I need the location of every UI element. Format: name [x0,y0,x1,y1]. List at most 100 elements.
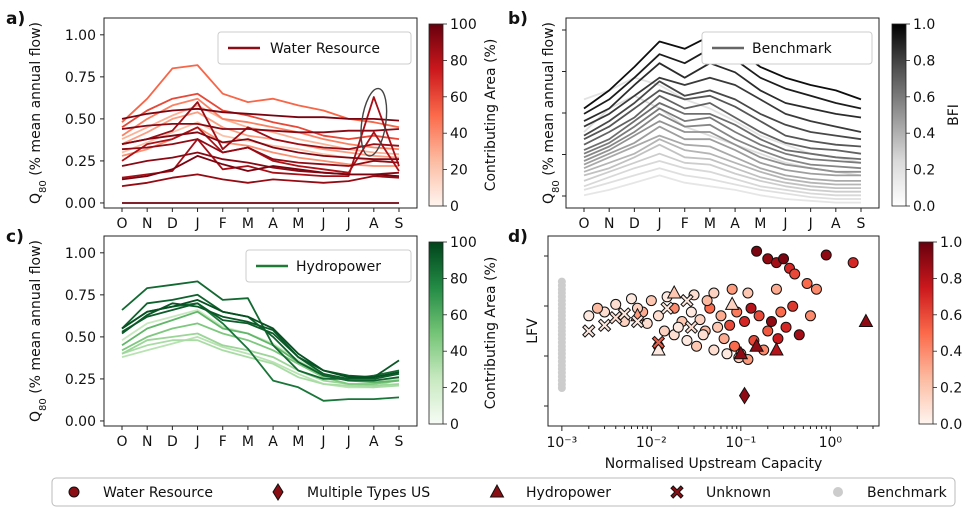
series-line [583,174,861,204]
x-tick-label: A [268,434,278,450]
scatter-point-circle [793,329,805,341]
x-tick-label: J [346,434,351,450]
scatter-point-circle [739,316,751,327]
scatter-point-circle [672,321,684,333]
colorbar-tick-label: 0.4 [913,126,935,142]
scatter-point-cross [660,301,674,315]
series-line [583,143,861,189]
scatter-point-circle [724,319,736,331]
scatter-point-circle [701,295,713,307]
legend-marker-triangle [489,483,505,498]
legend-label: Benchmark [867,485,948,501]
x-tick-label: S [395,216,404,232]
y-tick-label: 0.00 [65,196,96,212]
scatter-point-circle [775,306,787,318]
scatter-point-circle [697,329,709,341]
scatter-point-circle [610,298,622,310]
colorbar-tick-label: 0.8 [940,271,962,287]
scatter-point-circle [765,316,777,327]
benchmark-point [557,277,566,286]
y-tick-label: 0.75 [65,70,96,86]
panel-label: b) [508,9,528,29]
colorbar [428,241,444,425]
scatter-point-circle [787,300,799,312]
colorbar-tick-label: 0.0 [913,199,935,215]
x-axis-label: Normalised Upstream Capacity [605,456,823,472]
scatter-point-circle [772,333,784,345]
series-line [121,138,400,167]
series-line [583,134,861,182]
series-line [583,125,861,177]
scatter-point-cross [597,318,612,333]
x-tick-label: M [704,216,716,232]
series-line [121,173,400,187]
x-tick-label: F [681,216,689,232]
colorbar-tick-label: 100 [450,17,477,33]
colorbar-label: Contributing Area (%) [483,257,499,410]
series-line [121,92,400,140]
scatter-point-circle [708,287,720,299]
scatter-point-triangle [749,338,764,352]
x-tick-label: A [369,434,379,450]
x-tick-label: M [242,434,254,450]
series-line [121,302,400,379]
series-line [583,113,862,170]
series-group [121,280,400,402]
series-line [121,339,400,389]
scatter-point-triangle [769,341,784,356]
series-line [121,123,400,134]
y-axis-label: LFV [525,318,541,344]
legend-label: Water Resource [103,485,213,501]
series-line [121,97,400,151]
scatter-point-circle [591,302,603,314]
scatter-point-circle [583,310,595,322]
colorbar-tick-label: 0.6 [913,90,935,106]
y-tick-label: 0.50 [65,112,96,128]
scatter-point-cross [651,335,666,350]
scatter-point-circle [751,245,763,257]
scatter-point-circle [681,335,693,346]
scatter-point-circle [801,278,813,289]
series-line [121,302,400,380]
colorbar-tick-label: 80 [450,271,468,287]
scatter-point-circle [789,268,801,280]
legend-marker-circle [68,486,80,498]
series-line [121,131,399,161]
x-tick-label: F [219,434,227,450]
y-axis-label: Q80 (% mean annual flow) [28,240,49,422]
scatter-point-cross [617,307,632,321]
x-tick-label: A [730,216,740,232]
scatter-point-circle [625,293,637,305]
colorbar-tick-label: 0.2 [913,163,935,179]
legend-label: Unknown [706,485,771,501]
x-tick-label: D [167,434,178,450]
colorbar-tick-label: 20 [450,163,468,179]
colorbar-tick-label: 40 [450,126,468,142]
scatter-point-cross [684,320,699,334]
x-tick-label: 10⁻¹ [725,435,756,451]
colorbar-label: BFI [946,104,962,126]
series-group [583,35,862,204]
plot-frame [103,17,418,209]
scatter-point-circle [778,253,790,265]
scatter-point-circle [726,283,738,295]
panel-label: c) [6,227,24,247]
scatter-point-circle [742,287,754,299]
series-group [121,64,400,204]
colorbar-tick-label: 60 [450,308,468,324]
scatter-point-circle [718,333,730,345]
series-line [583,76,862,133]
y-tick-label: 0.75 [65,288,96,304]
scatter-point-circle [658,325,670,337]
series-line [121,322,400,385]
scatter-point-cross [582,324,596,338]
legend-marker-diamond [272,483,284,501]
legend-label: Hydropower [296,259,381,275]
x-tick-label: A [268,216,278,232]
colorbar-tick-label: 0.8 [913,53,935,69]
panel-label: a) [6,9,25,29]
x-tick-label: M [292,434,304,450]
scatter-point-circle [721,348,733,360]
series-line [121,111,400,159]
y-tick-label: 0.00 [65,414,96,430]
